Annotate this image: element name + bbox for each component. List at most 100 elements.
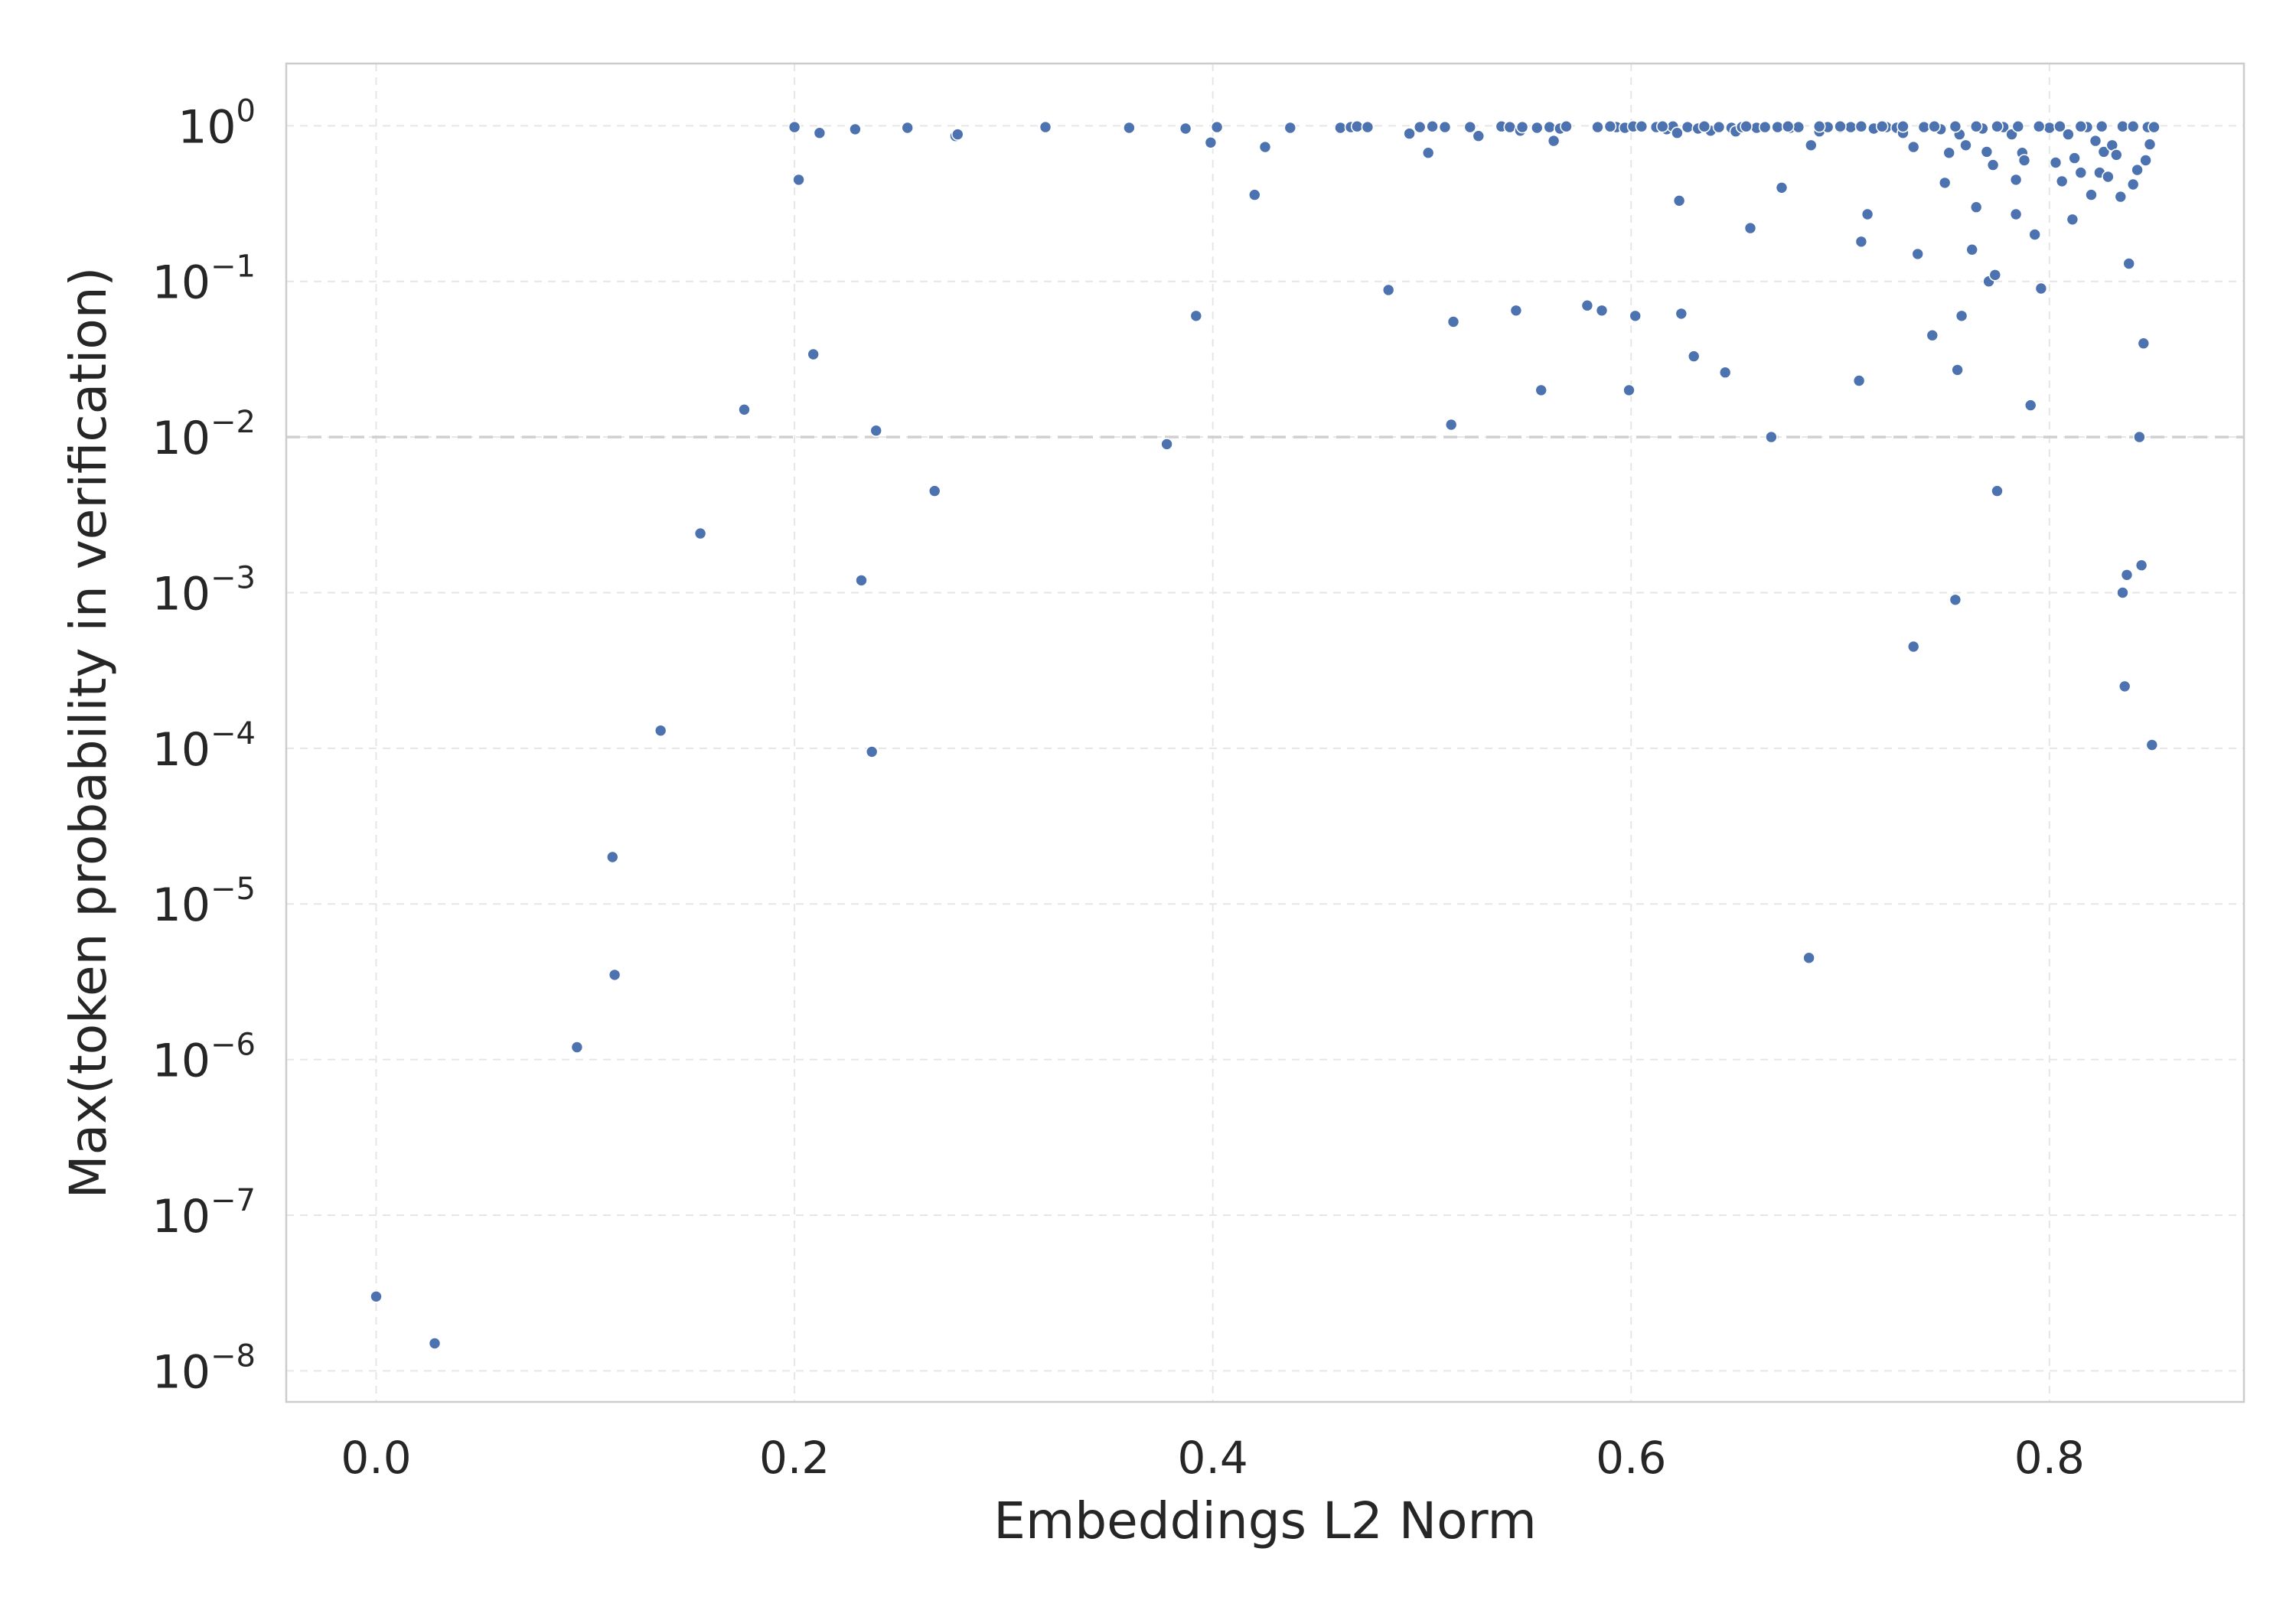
data-point xyxy=(2009,207,2023,221)
data-point xyxy=(2011,119,2025,133)
data-point xyxy=(1771,120,1784,134)
data-point xyxy=(1595,304,1609,318)
data-point xyxy=(813,126,827,139)
data-point xyxy=(2053,119,2066,133)
data-point xyxy=(1991,119,2004,133)
data-point xyxy=(2017,154,2031,167)
data-point xyxy=(1603,119,1617,133)
data-point xyxy=(2085,188,2098,201)
data-point xyxy=(1949,593,1962,607)
data-point xyxy=(2116,586,2129,599)
x-tick-label: 0.4 xyxy=(1178,1432,1248,1484)
data-point xyxy=(2043,121,2056,135)
data-point xyxy=(1672,194,1686,207)
data-point xyxy=(2126,119,2140,133)
x-tick-label: 0.6 xyxy=(1596,1432,1666,1484)
data-point xyxy=(1942,146,1955,159)
data-point xyxy=(1446,315,1460,328)
data-point xyxy=(1792,120,1805,134)
data-point xyxy=(1534,383,1548,397)
data-point xyxy=(1775,181,1789,194)
data-point xyxy=(1515,120,1529,134)
data-point xyxy=(1854,235,1868,249)
data-point xyxy=(2133,430,2146,444)
data-point xyxy=(2148,120,2161,134)
data-point xyxy=(2024,399,2037,412)
data-point xyxy=(1781,119,1795,133)
data-point xyxy=(2049,156,2063,169)
data-point xyxy=(1426,119,1439,133)
data-point xyxy=(1740,119,1753,133)
x-axis-label: Embeddings L2 Norm xyxy=(993,1491,1536,1550)
data-point xyxy=(1926,328,1939,342)
data-point xyxy=(1991,484,2004,497)
data-point xyxy=(2055,174,2069,188)
y-tick-labels: 100 10−1 10−2 10−3 10−4 10−5 10−6 10−7 10−8 xyxy=(152,93,256,1399)
data-point xyxy=(807,347,820,361)
x-tick-label: 0.8 xyxy=(2014,1432,2085,1484)
data-point xyxy=(1381,283,1395,297)
data-point xyxy=(2120,568,2134,582)
data-point xyxy=(1969,119,1983,133)
data-point xyxy=(1986,158,2000,171)
data-point xyxy=(855,574,868,587)
data-point xyxy=(1438,120,1452,134)
plot-frame xyxy=(285,62,2245,1403)
data-point xyxy=(1189,309,1203,323)
data-point xyxy=(2034,282,2048,295)
data-point xyxy=(1852,374,1866,387)
data-point xyxy=(865,745,879,758)
data-point xyxy=(1543,120,1556,134)
data-point xyxy=(2028,228,2041,241)
data-point xyxy=(2137,337,2151,350)
data-point xyxy=(1896,119,1910,133)
data-point xyxy=(1698,119,1711,133)
data-point xyxy=(608,968,621,982)
data-point xyxy=(1160,438,1173,451)
data-point xyxy=(1743,221,1757,235)
data-point xyxy=(2074,119,2088,133)
y-tick-label: 100 xyxy=(178,93,256,154)
data-point xyxy=(1988,268,2002,282)
y-tick-label: 10−1 xyxy=(152,249,256,310)
grid-layer xyxy=(286,64,2244,1402)
data-point xyxy=(1955,309,1968,323)
data-point xyxy=(1123,121,1136,135)
data-point xyxy=(1210,120,1224,134)
data-point xyxy=(869,424,882,438)
data-point xyxy=(1681,120,1694,134)
data-point xyxy=(2135,559,2148,572)
data-point xyxy=(1805,139,1818,152)
data-point xyxy=(1248,188,1261,201)
data-point xyxy=(2095,119,2108,133)
data-point xyxy=(792,173,805,187)
data-point xyxy=(1951,363,1964,376)
data-point xyxy=(1361,120,1375,134)
data-point xyxy=(2139,154,2152,167)
data-point xyxy=(1906,140,1920,154)
data-point xyxy=(1959,139,1972,152)
data-point xyxy=(1906,640,1920,654)
data-point xyxy=(1463,120,1477,134)
data-point xyxy=(738,403,751,416)
data-point xyxy=(2097,145,2111,158)
data-point xyxy=(1547,134,1561,148)
data-point xyxy=(1671,126,1684,139)
data-point xyxy=(1472,129,1486,142)
data-point xyxy=(2068,152,2081,165)
y-tick-label: 10−5 xyxy=(152,872,256,932)
data-point xyxy=(1758,120,1772,134)
data-point xyxy=(1413,120,1427,134)
data-point xyxy=(2009,173,2023,187)
data-point xyxy=(570,1041,584,1054)
data-point xyxy=(1283,121,1297,135)
data-point xyxy=(901,121,914,135)
data-point xyxy=(1179,122,1192,135)
data-point xyxy=(1928,119,1941,133)
data-point xyxy=(788,120,801,134)
data-point xyxy=(1656,119,1669,133)
data-point xyxy=(1812,119,1826,133)
data-point xyxy=(1421,146,1435,159)
